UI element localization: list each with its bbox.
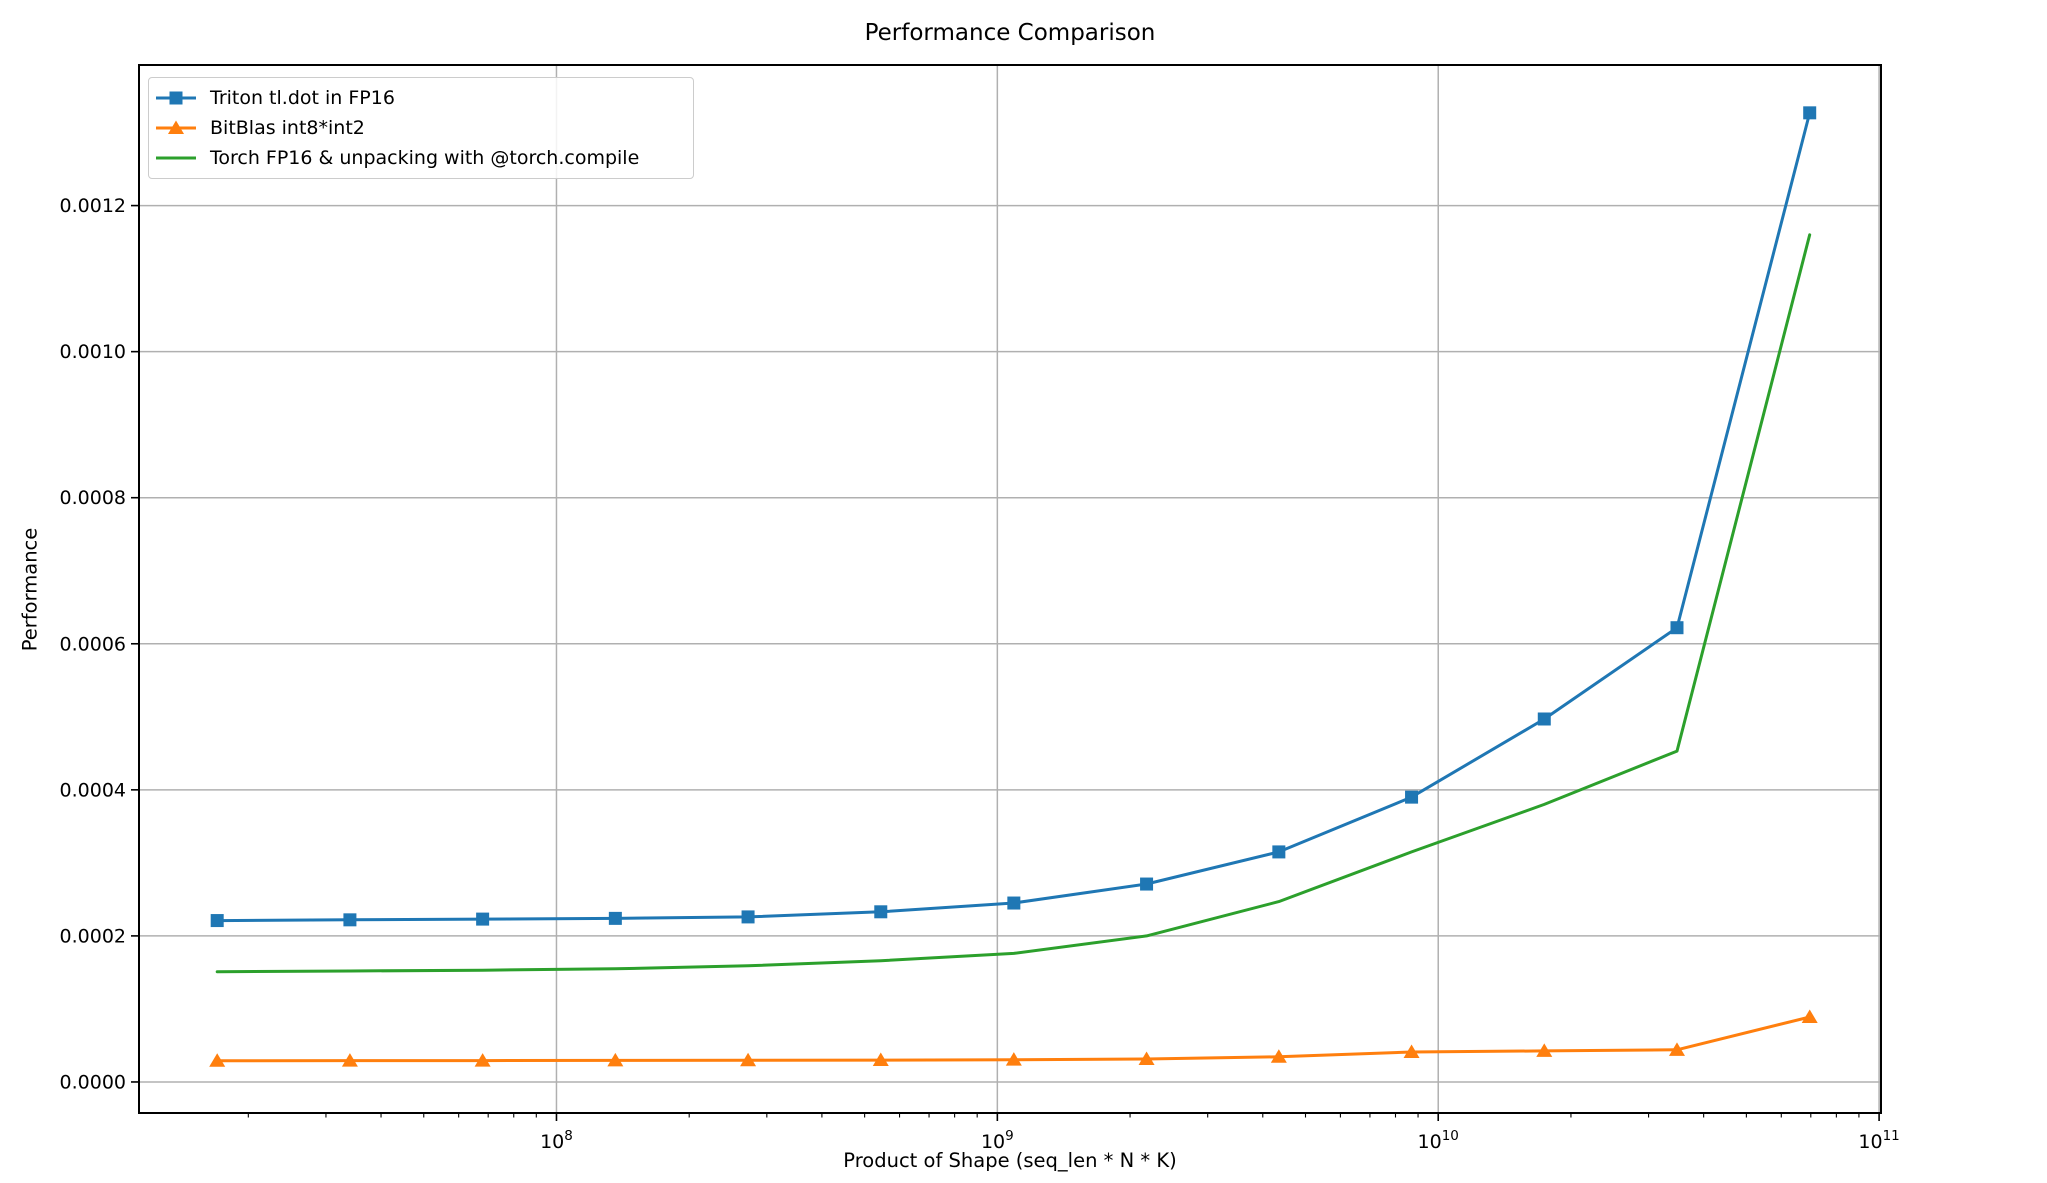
- svg-text:108: 108: [540, 1128, 573, 1153]
- legend-item: Torch FP16 & unpacking with @torch.compi…: [154, 143, 683, 173]
- legend-line-triangle-icon: [154, 117, 198, 139]
- x-axis-label: Product of Shape (seq_len * N * K): [843, 1149, 1177, 1172]
- svg-text:0.0008: 0.0008: [60, 487, 126, 509]
- legend: Triton tl.dot in FP16 BitBlas int8*int2 …: [148, 77, 694, 179]
- series-bitblas-int8-int2: [209, 1009, 1818, 1067]
- plot-border: [138, 64, 1882, 1114]
- chart-title: Performance Comparison: [864, 20, 1156, 46]
- series-markers-triton-tldot-fp16: [210, 106, 1817, 928]
- x-tick-labels: 108 109 1010 1011: [540, 1128, 1900, 1153]
- series-torch-fp16-compile: [215, 233, 1812, 974]
- svg-text:0.0004: 0.0004: [60, 779, 126, 801]
- legend-label: Torch FP16 & unpacking with @torch.compi…: [210, 147, 640, 169]
- gridlines: [139, 65, 1881, 1113]
- legend-item: Triton tl.dot in FP16: [154, 83, 683, 113]
- svg-text:0.0010: 0.0010: [60, 341, 126, 363]
- axis-ticks: [131, 204, 1880, 1121]
- svg-text:1010: 1010: [1418, 1128, 1459, 1153]
- series-triton-tldot-fp16: [210, 106, 1817, 928]
- svg-text:0.0012: 0.0012: [60, 195, 126, 217]
- legend-label: Triton tl.dot in FP16: [210, 87, 395, 109]
- svg-text:109: 109: [981, 1128, 1014, 1153]
- y-tick-labels: 0.0000 0.0002 0.0004 0.0006 0.0008 0.0010 0.00…: [60, 195, 126, 1093]
- svg-text:0.0000: 0.0000: [60, 1071, 126, 1093]
- legend-item: BitBlas int8*int2: [154, 113, 683, 143]
- legend-line-icon: [154, 147, 198, 169]
- legend-label: BitBlas int8*int2: [210, 117, 365, 139]
- series-markers-bitblas-int8-int2: [209, 1009, 1818, 1067]
- svg-text:0.0006: 0.0006: [60, 633, 126, 655]
- svg-text:1011: 1011: [1858, 1128, 1899, 1153]
- legend-line-square-icon: [154, 87, 198, 109]
- svg-text:0.0002: 0.0002: [60, 925, 126, 947]
- y-axis-label: Performance: [18, 527, 42, 652]
